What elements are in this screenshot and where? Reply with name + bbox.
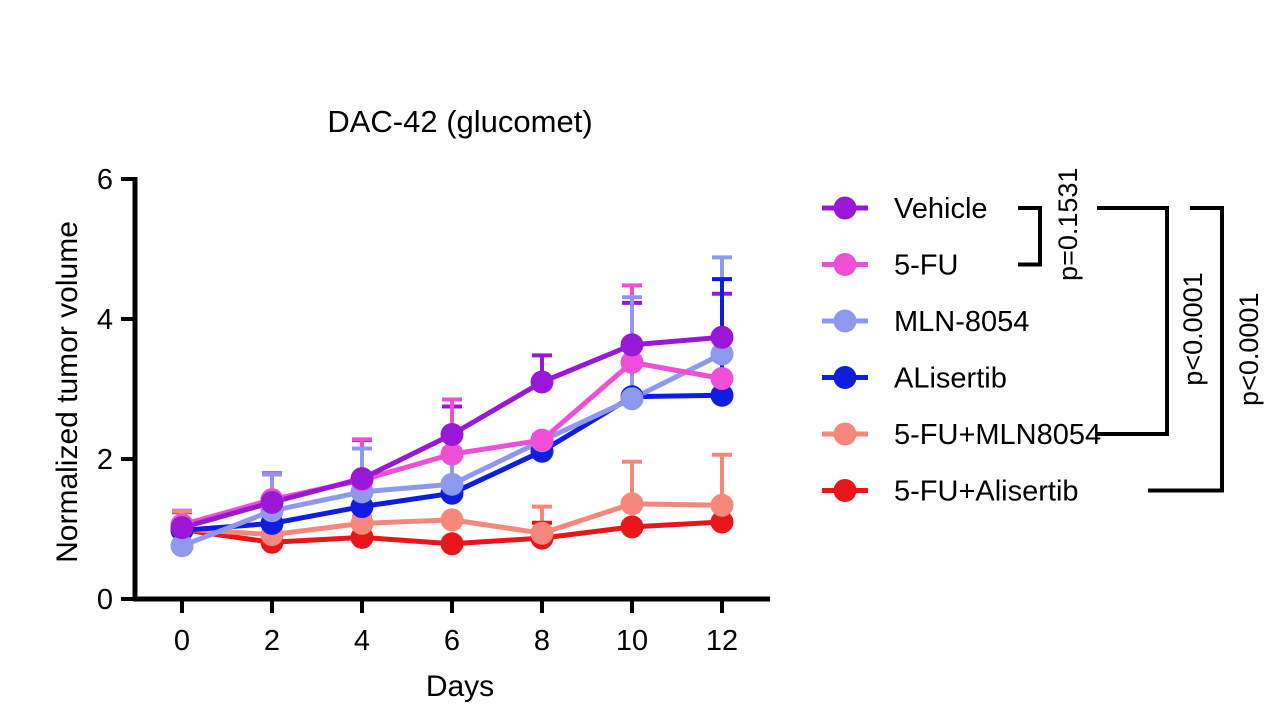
legend-label: Vehicle bbox=[894, 193, 988, 225]
significance-bracket bbox=[1190, 206, 1224, 493]
legend-marker bbox=[833, 366, 857, 389]
data-point bbox=[440, 472, 464, 496]
y-tick-label: 0 bbox=[97, 584, 113, 616]
data-point bbox=[350, 467, 374, 491]
data-point bbox=[440, 508, 464, 532]
data-point bbox=[710, 325, 734, 349]
legend-marker bbox=[833, 479, 857, 502]
x-tick-label: 10 bbox=[616, 625, 648, 657]
data-point bbox=[710, 510, 734, 534]
x-tick-label: 12 bbox=[706, 625, 738, 657]
axes: 0 2 4 6 0 2 4 6 8 10 12 bbox=[97, 164, 770, 657]
y-tick-label: 6 bbox=[97, 164, 113, 196]
legend-marker bbox=[833, 309, 857, 333]
legend-label: 5-FU+Alisertib bbox=[894, 476, 1079, 508]
p-value-label: p<0.0001 bbox=[1234, 293, 1264, 406]
data-point bbox=[530, 521, 554, 545]
x-tick-label: 8 bbox=[534, 625, 550, 657]
x-tick-label: 4 bbox=[354, 625, 370, 657]
p-value-label: p<0.0001 bbox=[1178, 272, 1208, 385]
y-tick-label: 4 bbox=[97, 304, 113, 336]
legend: Vehicle 5-FU MLN-8054 ALisertib 5-FU+MLN8054… bbox=[822, 193, 1101, 508]
data-point bbox=[350, 511, 374, 535]
legend-label: 5-FU+MLN8054 bbox=[894, 419, 1101, 451]
legend-marker bbox=[833, 422, 857, 446]
data-point bbox=[530, 428, 554, 452]
data-point bbox=[710, 383, 734, 407]
data-point bbox=[710, 493, 734, 517]
significance-bracket bbox=[1018, 206, 1042, 267]
significance-bracket bbox=[1097, 206, 1169, 436]
data-point bbox=[620, 333, 644, 357]
x-tick-label: 0 bbox=[174, 625, 190, 657]
data-point bbox=[440, 532, 464, 556]
y-axis-label: Normalized tumor volume bbox=[51, 221, 84, 563]
data-point bbox=[170, 534, 194, 558]
y-tick-label: 2 bbox=[97, 444, 113, 476]
data-point bbox=[260, 490, 284, 514]
data-point bbox=[620, 350, 644, 374]
data-point bbox=[620, 515, 644, 539]
data-point bbox=[710, 342, 734, 366]
data-point bbox=[530, 370, 554, 394]
significance-brackets: p=0.1531 p<0.0001 p<0.0001 bbox=[1018, 168, 1264, 493]
data-point bbox=[620, 387, 644, 411]
x-tick-label: 2 bbox=[264, 625, 280, 657]
data-point bbox=[440, 423, 464, 446]
data-point bbox=[440, 442, 464, 466]
legend-label: 5-FU bbox=[894, 250, 958, 282]
data-point bbox=[170, 516, 194, 540]
p-value-label: p=0.1531 bbox=[1053, 168, 1083, 281]
chart-title: DAC-42 (glucomet) bbox=[327, 104, 592, 139]
legend-label: ALisertib bbox=[894, 363, 1007, 395]
legend-marker bbox=[833, 196, 857, 220]
x-axis-label: Days bbox=[426, 670, 494, 703]
legend-label: MLN-8054 bbox=[894, 306, 1029, 338]
data-points bbox=[170, 325, 734, 558]
x-tick-label: 6 bbox=[444, 625, 460, 657]
legend-marker bbox=[833, 253, 857, 276]
data-point bbox=[620, 492, 644, 516]
data-point bbox=[710, 367, 734, 390]
